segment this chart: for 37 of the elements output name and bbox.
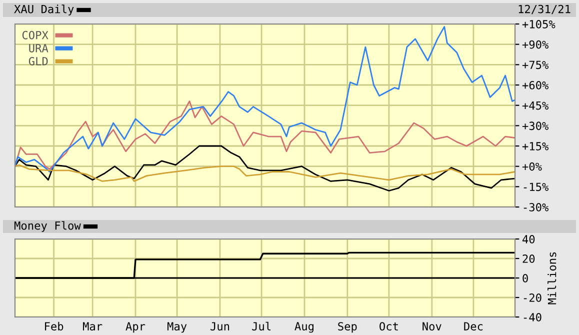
legend-label: GLD bbox=[28, 56, 48, 66]
x-tick-label: Jun bbox=[210, 322, 230, 331]
legend-label: COPX bbox=[22, 30, 48, 40]
legend-label: URA bbox=[29, 44, 48, 52]
y-tick-label: 0 bbox=[522, 274, 528, 282]
y-tick-label: -30% bbox=[524, 203, 549, 212]
y-tick-label: +90% bbox=[522, 40, 549, 49]
x-tick-label: Jul bbox=[252, 322, 270, 331]
line-series bbox=[15, 164, 515, 182]
x-tick-label: Aug bbox=[294, 322, 314, 333]
y-tick-label: +60% bbox=[522, 81, 549, 90]
x-tick-label: Mar bbox=[82, 322, 102, 331]
y-tick-label: 40 bbox=[522, 235, 535, 244]
x-tick-label: Sep bbox=[338, 322, 357, 333]
y-tick-label: +105% bbox=[522, 20, 556, 28]
x-tick-label: Oct bbox=[380, 322, 398, 331]
x-tick-label: Nov bbox=[422, 322, 442, 331]
chart-title: XAU Daily bbox=[14, 4, 74, 16]
y-tick-label: -40 bbox=[524, 313, 542, 322]
chart-title: Money Flow bbox=[14, 221, 81, 232]
y-tick-label: +15% bbox=[522, 142, 549, 150]
x-tick-label: Dec bbox=[464, 322, 483, 331]
y-tick-label: -15% bbox=[524, 182, 549, 192]
x-tick-label: May bbox=[167, 322, 187, 333]
y-tick-label: +45% bbox=[522, 101, 549, 110]
y-tick-label: +75% bbox=[522, 60, 549, 70]
x-tick-label: Feb bbox=[45, 322, 64, 331]
y-axis-title: Millions bbox=[548, 252, 556, 304]
line-series bbox=[15, 26, 515, 172]
text: 12/31/21 bbox=[518, 4, 570, 14]
line-series bbox=[15, 100, 515, 170]
line-series bbox=[15, 145, 515, 192]
y-tick-label: +30% bbox=[522, 122, 549, 130]
y-tick-label: +0% bbox=[522, 162, 542, 171]
x-tick-label: Apr bbox=[126, 322, 146, 333]
y-tick-label: -20 bbox=[524, 294, 542, 302]
y-tick-label: 20 bbox=[522, 254, 535, 263]
